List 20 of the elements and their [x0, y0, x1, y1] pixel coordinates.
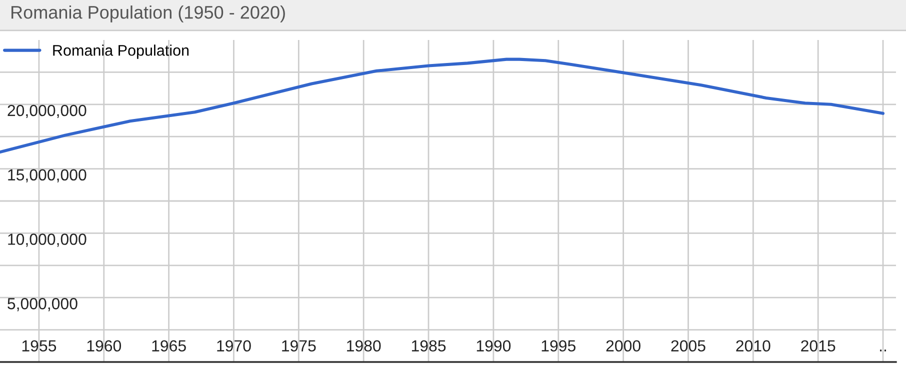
x-tick-label: 2005 [671, 340, 706, 352]
x-tick-label: 1980 [347, 340, 381, 352]
y-tick-label: 20,000,000 [8, 104, 86, 118]
y-tick-label: 15,000,000 [8, 169, 86, 182]
x-tick-label: 1995 [542, 340, 576, 352]
x-tick-label: .. [880, 350, 886, 352]
chart-title: Romania Population (1950 - 2020) [12, 5, 285, 22]
x-tick-label: 2000 [606, 340, 640, 352]
x-tick-label: 1955 [22, 340, 56, 352]
x-tick-label: 2010 [736, 340, 770, 352]
x-tick-label: 1990 [476, 340, 511, 352]
x-tick-label: 1970 [217, 340, 251, 352]
x-tick-label: 1960 [87, 340, 122, 352]
x-tick-label: 2015 [801, 340, 836, 352]
legend-label: Romania Population [53, 44, 189, 59]
x-tick-label: 1965 [152, 340, 186, 352]
x-tick-label: 1985 [412, 340, 446, 352]
y-tick-label: 5,000,000 [8, 298, 78, 312]
x-tick-label: 1975 [282, 340, 316, 352]
y-tick-label: 10,000,000 [8, 234, 86, 247]
